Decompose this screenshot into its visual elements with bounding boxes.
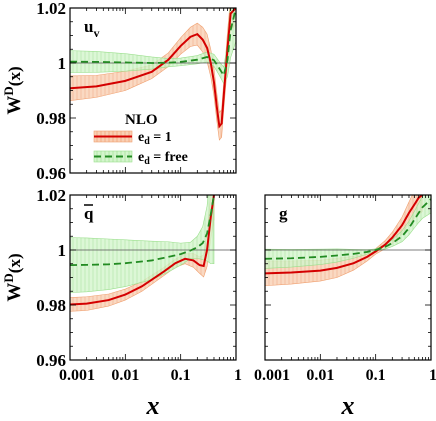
- x-tick-label: 0.001: [254, 367, 290, 384]
- x-tick-label: 0.1: [366, 367, 386, 384]
- panel-1: 0.96 0.98 1 1.02 0.001 0.01 0.1 1 x WD(x) q: [1, 186, 242, 420]
- y-axis-label-sup: D: [1, 273, 16, 282]
- ed-free-uncertainty-band: [70, 8, 236, 85]
- legend-entry-main: e: [138, 150, 144, 165]
- panel-label: q: [84, 204, 94, 223]
- y-axis-label: WD(x): [1, 66, 25, 114]
- y-axis-label-sup: D: [1, 86, 16, 95]
- panel-label: uv: [84, 17, 99, 40]
- panel-2: 0.001 0.01 0.1 1 x g: [254, 194, 436, 420]
- panel-label-main: q: [84, 204, 94, 223]
- y-tick-label: 0.98: [36, 296, 66, 315]
- x-tick-label: 1: [429, 367, 436, 384]
- legend-entry-sub: d: [144, 136, 150, 147]
- y-tick-label: 0.96: [36, 351, 66, 370]
- y-axis-label: WD(x): [1, 253, 25, 301]
- legend-entry-label: ed = 1: [138, 130, 172, 147]
- ed-1-curve: [70, 195, 215, 306]
- x-axis-label: x: [341, 391, 355, 420]
- legend-entry-sub: d: [144, 156, 150, 167]
- y-tick-label: 0.96: [36, 164, 66, 183]
- y-axis-label-arg: (x): [5, 66, 24, 86]
- ed-free-uncertainty-band: [265, 195, 431, 269]
- x-tick-label: 1: [234, 367, 242, 384]
- x-axis-label: x: [146, 391, 160, 420]
- ed-1-curve: [70, 8, 236, 129]
- legend-title: NLO: [125, 112, 158, 128]
- legend-entry-main: e: [138, 130, 144, 145]
- y-axis-label-main: W: [4, 283, 25, 302]
- x-tick-label: 0.01: [306, 367, 334, 384]
- y-tick-label: 1: [58, 241, 67, 260]
- panel-label-main: u: [84, 17, 93, 36]
- ed-1-uncertainty-band: [70, 8, 236, 141]
- x-tick-label: 0.1: [171, 367, 191, 384]
- y-tick-label: 1.02: [36, 0, 66, 18]
- ed-free-curve: [70, 195, 215, 267]
- ed-free-uncertainty-band: [70, 195, 215, 293]
- x-tick-label: 0.001: [59, 367, 95, 384]
- y-tick-label: 1.02: [36, 186, 66, 205]
- y-axis-label-main: W: [4, 96, 25, 115]
- y-tick-label: 1: [58, 54, 67, 73]
- panel-label-sub: v: [93, 26, 99, 40]
- y-tick-label: 0.98: [36, 109, 66, 128]
- legend-entry-rest: = 1: [150, 130, 172, 145]
- panel-label-main: g: [279, 204, 288, 223]
- ed-free-curve: [70, 8, 236, 78]
- x-tick-label: 0.01: [111, 367, 139, 384]
- legend-entry-rest: = free: [150, 150, 188, 165]
- ed-free-curve: [265, 198, 431, 260]
- panel-label: g: [279, 204, 288, 223]
- y-axis-label-arg: (x): [5, 253, 24, 273]
- legend-entry-label: ed = free: [138, 150, 188, 167]
